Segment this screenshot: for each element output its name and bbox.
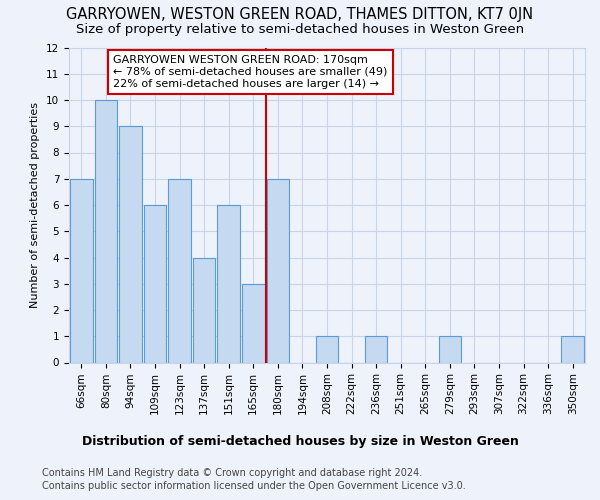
Bar: [70, 179, 92, 362]
Y-axis label: Number of semi-detached properties: Number of semi-detached properties: [31, 102, 40, 308]
Bar: [217, 205, 240, 362]
Text: Contains public sector information licensed under the Open Government Licence v3: Contains public sector information licen…: [42, 481, 466, 491]
Bar: [365, 336, 388, 362]
Bar: [266, 179, 289, 362]
Bar: [316, 336, 338, 362]
Bar: [95, 100, 117, 362]
Text: Contains HM Land Registry data © Crown copyright and database right 2024.: Contains HM Land Registry data © Crown c…: [42, 468, 422, 477]
Text: GARRYOWEN WESTON GREEN ROAD: 170sqm
← 78% of semi-detached houses are smaller (4: GARRYOWEN WESTON GREEN ROAD: 170sqm ← 78…: [113, 56, 388, 88]
Text: Size of property relative to semi-detached houses in Weston Green: Size of property relative to semi-detach…: [76, 22, 524, 36]
Bar: [562, 336, 584, 362]
Text: GARRYOWEN, WESTON GREEN ROAD, THAMES DITTON, KT7 0JN: GARRYOWEN, WESTON GREEN ROAD, THAMES DIT…: [67, 8, 533, 22]
Bar: [168, 179, 191, 362]
Bar: [119, 126, 142, 362]
Text: Distribution of semi-detached houses by size in Weston Green: Distribution of semi-detached houses by …: [82, 435, 518, 448]
Bar: [439, 336, 461, 362]
Bar: [193, 258, 215, 362]
Bar: [143, 205, 166, 362]
Bar: [242, 284, 265, 362]
